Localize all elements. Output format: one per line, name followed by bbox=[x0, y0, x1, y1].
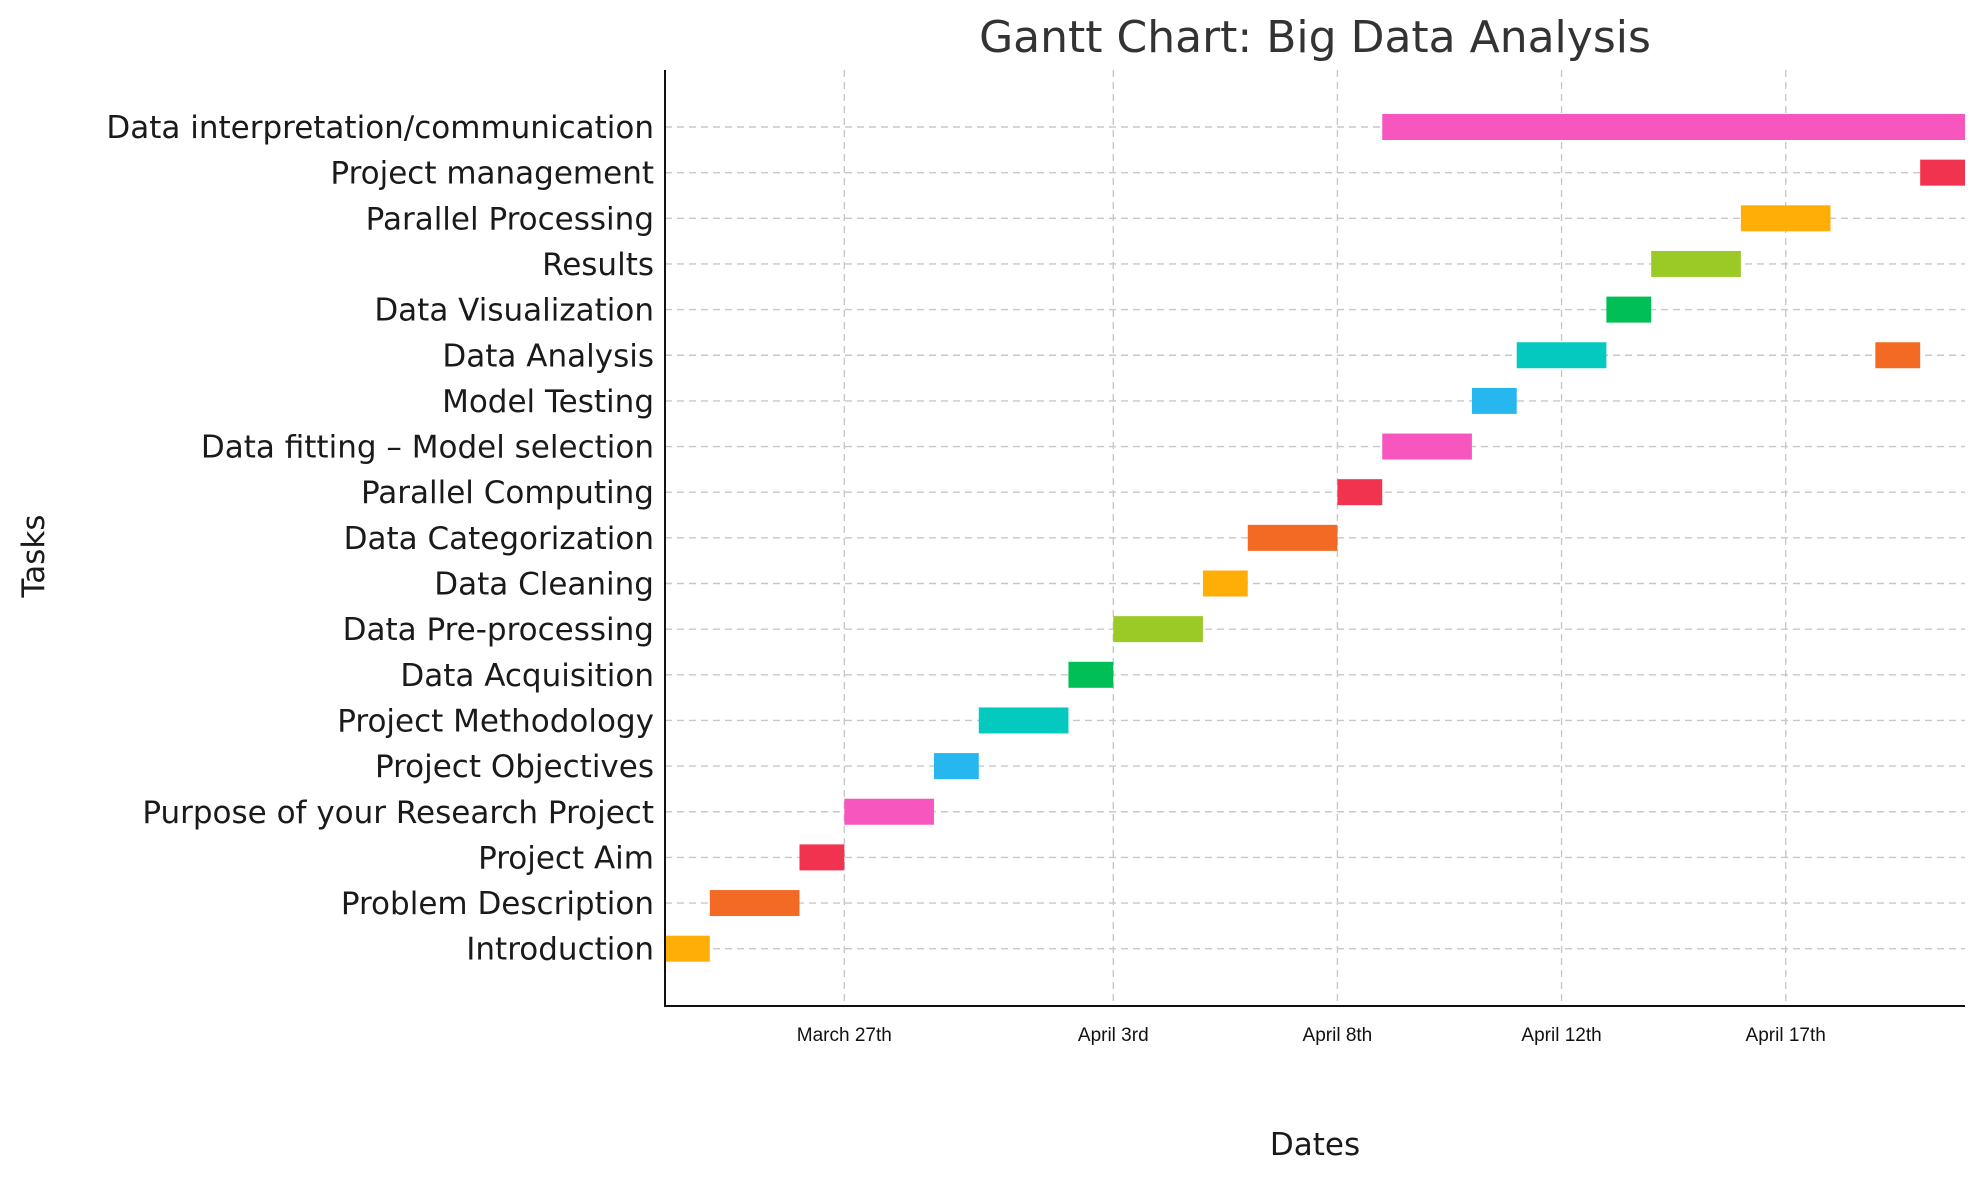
task-bar bbox=[1337, 479, 1383, 506]
x-tick-label: April 8th bbox=[1303, 1025, 1373, 1046]
task-label: Project Objectives bbox=[375, 749, 654, 785]
task-bar bbox=[978, 707, 1069, 734]
task-label: Data Visualization bbox=[374, 293, 654, 329]
task-bar bbox=[1516, 342, 1607, 369]
task-bar bbox=[799, 844, 845, 871]
task-bar bbox=[1606, 296, 1652, 323]
task-bar bbox=[1382, 433, 1472, 460]
x-tick-labels: March 27th April 3rd April 8th April 12th Ap… bbox=[797, 1025, 1826, 1046]
task-label: Data Categorization bbox=[344, 521, 654, 557]
task-bar bbox=[933, 753, 979, 780]
x-tick-label: April 3rd bbox=[1078, 1025, 1149, 1046]
task-label: Introduction bbox=[466, 932, 654, 968]
task-label: Data interpretation/communication bbox=[106, 110, 654, 146]
task-label: Problem Description bbox=[341, 886, 654, 922]
y-axis-title: Tasks bbox=[16, 514, 52, 598]
task-label: Model Testing bbox=[442, 384, 654, 420]
task-bar bbox=[1202, 570, 1248, 597]
task-label: Purpose of your Research Project bbox=[142, 795, 654, 831]
grid-layer bbox=[665, 70, 1965, 1006]
task-label: Data Cleaning bbox=[434, 567, 654, 603]
x-tick-label: March 27th bbox=[797, 1025, 892, 1046]
task-label: Project Methodology bbox=[337, 703, 654, 739]
task-label: Parallel Computing bbox=[361, 475, 654, 511]
x-tick-label: April 12th bbox=[1521, 1025, 1601, 1046]
x-axis-title: Dates bbox=[1270, 1127, 1360, 1163]
task-label: Parallel Processing bbox=[366, 201, 654, 237]
task-bar bbox=[709, 890, 800, 917]
task-bar bbox=[1113, 616, 1203, 643]
task-label: Data Analysis bbox=[442, 338, 654, 374]
task-bar bbox=[1740, 205, 1831, 232]
task-label: Data fitting – Model selection bbox=[201, 430, 654, 466]
task-label: Data Pre-processing bbox=[343, 612, 654, 648]
task-bar bbox=[1920, 159, 1965, 186]
task-bar bbox=[1875, 342, 1921, 369]
task-bar bbox=[1247, 524, 1338, 551]
task-label: Project management bbox=[330, 156, 654, 192]
task-label: Data Acquisition bbox=[400, 658, 654, 694]
bar-layer bbox=[665, 114, 1965, 962]
task-bar bbox=[665, 935, 710, 962]
chart-title: Gantt Chart: Big Data Analysis bbox=[979, 12, 1651, 63]
task-label: Results bbox=[542, 247, 654, 283]
task-bar bbox=[1382, 114, 1965, 140]
task-bar bbox=[844, 798, 934, 825]
y-tick-labels: Introduction Problem Description Project A… bbox=[106, 110, 654, 968]
task-bar bbox=[1651, 250, 1741, 277]
task-bar bbox=[1471, 387, 1517, 414]
task-label: Project Aim bbox=[478, 840, 654, 876]
x-tick-label: April 17th bbox=[1746, 1025, 1826, 1046]
task-bar bbox=[1068, 661, 1114, 688]
